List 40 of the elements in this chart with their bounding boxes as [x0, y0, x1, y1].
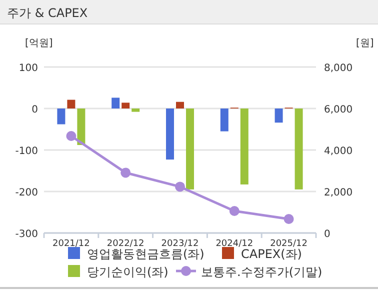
- bar: [132, 108, 140, 112]
- legend-label: 영업활동현금흐름(좌): [87, 247, 204, 261]
- x-tick-label: 2025/12: [270, 239, 308, 249]
- bar: [57, 108, 66, 124]
- bar: [166, 108, 174, 160]
- point: [120, 168, 131, 178]
- bar: [274, 108, 283, 123]
- y-tick-label: -200: [15, 188, 38, 198]
- y-tick-label: -300: [15, 229, 38, 240]
- y-axis-title: [억원]: [25, 38, 53, 49]
- y2-axis-title: [원]: [356, 38, 374, 49]
- bar: [294, 108, 303, 190]
- point: [175, 182, 185, 192]
- x-tick-label: 2023/12: [161, 239, 199, 249]
- bar: [186, 108, 194, 190]
- y-tick-label: -100: [15, 146, 38, 157]
- point: [66, 130, 76, 141]
- bar: [220, 108, 228, 132]
- y2-tick-label: 0: [324, 229, 330, 240]
- point: [284, 214, 294, 224]
- y2-tick-label: 6,000: [324, 104, 353, 116]
- bar: [240, 108, 248, 184]
- chart-title: 주가 & CAPEX: [7, 6, 88, 20]
- y2-tick-label: 2,000: [324, 188, 353, 198]
- bar: [176, 102, 184, 108]
- legend-label: 보통주.수정주가(기말): [201, 265, 322, 279]
- legend-label: CAPEX(좌): [241, 247, 302, 261]
- bar: [112, 98, 120, 108]
- bar: [122, 102, 130, 108]
- y2-tick-label: 8,000: [324, 63, 353, 74]
- x-tick-label: 2024/12: [216, 239, 254, 249]
- point: [229, 206, 240, 216]
- bar: [77, 108, 86, 146]
- y-tick-label: 0: [32, 104, 38, 116]
- x-tick-label: 2021/12: [52, 239, 90, 249]
- y-tick-label: 100: [18, 63, 38, 74]
- x-tick-label: 2022/12: [106, 239, 144, 249]
- legend-label: 당기순이익(좌): [87, 265, 168, 279]
- y2-tick-label: 4,000: [324, 146, 353, 157]
- bar: [67, 100, 76, 108]
